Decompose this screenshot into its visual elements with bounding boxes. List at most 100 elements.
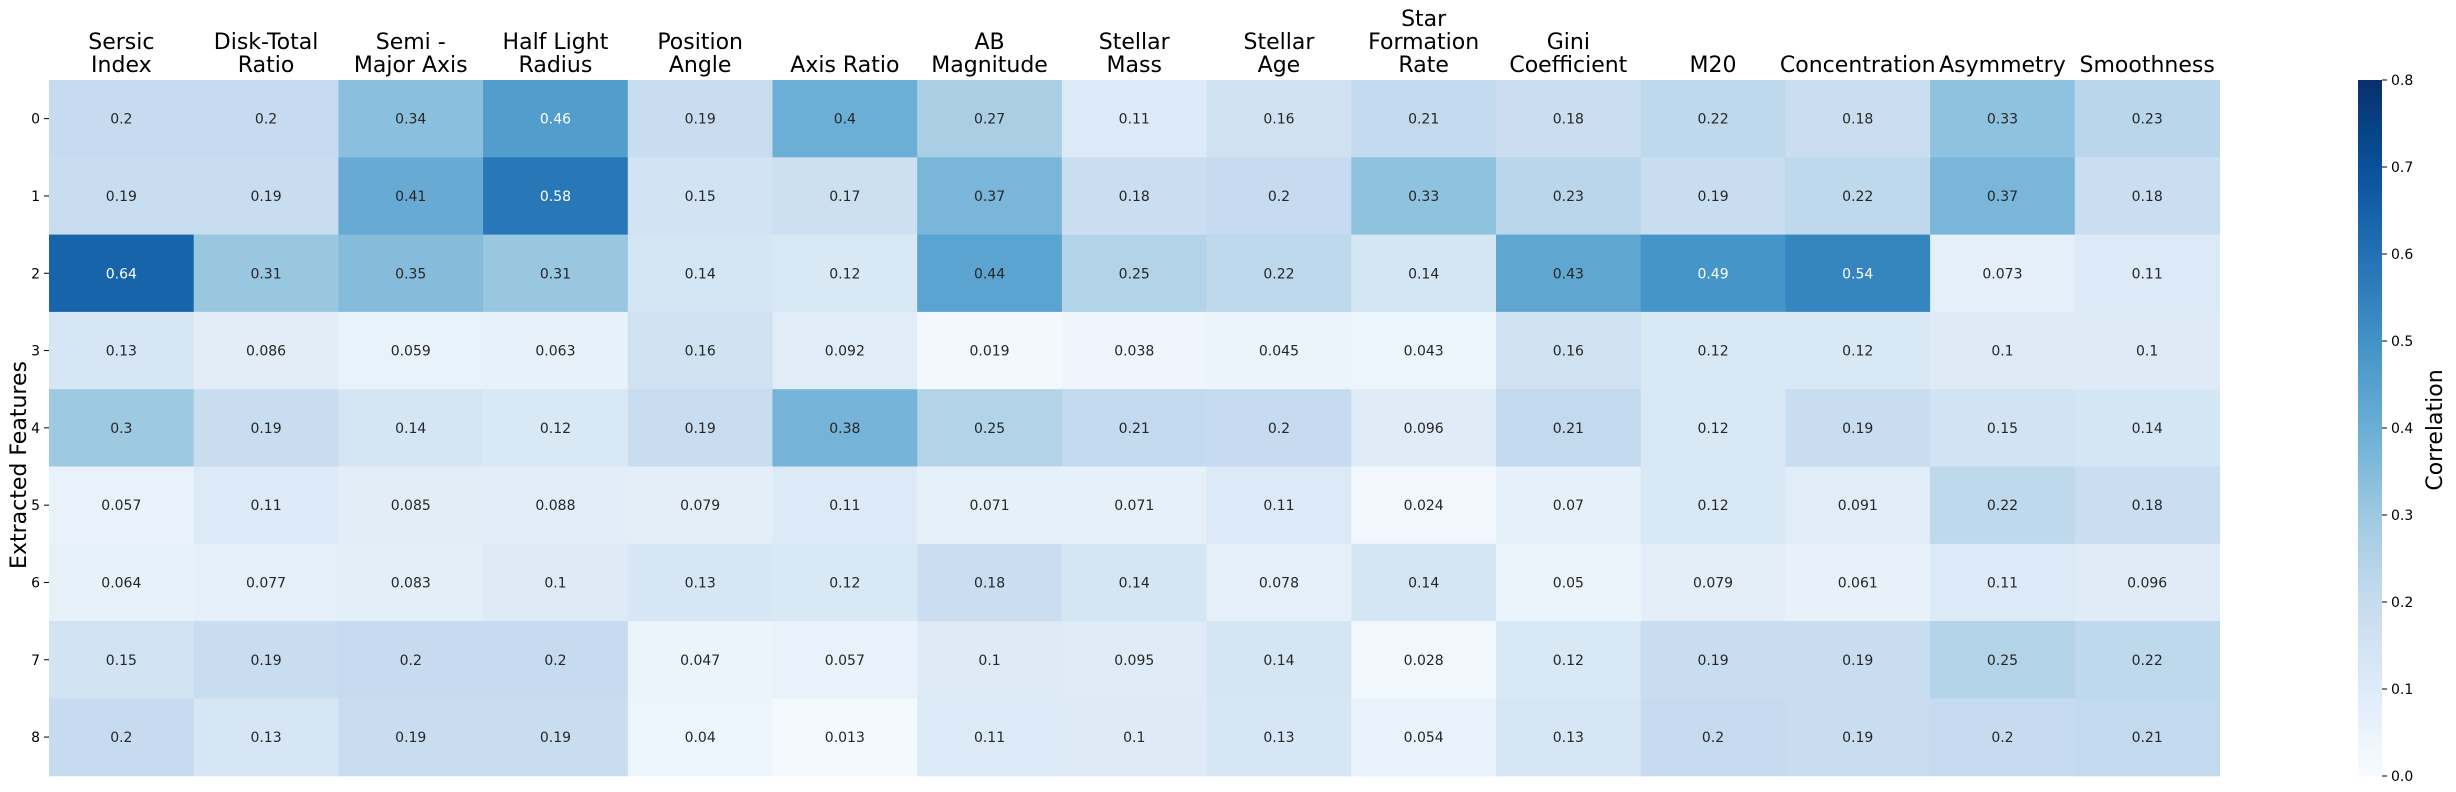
cell-value-label: 0.16 bbox=[1553, 344, 1584, 360]
cell-value-label: 0.091 bbox=[1838, 498, 1878, 514]
cell-value-label: 0.15 bbox=[685, 189, 716, 205]
cell-value-label: 0.23 bbox=[2132, 112, 2163, 128]
heatmap-cell bbox=[1061, 80, 1208, 158]
cell-value-label: 0.46 bbox=[540, 112, 571, 128]
cell-value-label: 0.15 bbox=[1987, 421, 2018, 437]
cell-value-label: 0.043 bbox=[1404, 344, 1444, 360]
cell-value-label: 0.37 bbox=[1987, 189, 2018, 205]
cell-value-label: 0.095 bbox=[1114, 653, 1154, 669]
heatmap-cell bbox=[1496, 543, 1642, 622]
cell-value-label: 0.19 bbox=[106, 189, 137, 205]
heatmap-cell bbox=[772, 311, 918, 390]
column-label: Formation bbox=[1368, 30, 1479, 55]
cell-value-label: 0.19 bbox=[250, 421, 281, 437]
heatmap-cell bbox=[1351, 389, 1497, 468]
cell-value-label: 0.07 bbox=[1553, 498, 1584, 514]
column-label: Major Axis bbox=[354, 53, 468, 78]
cell-value-label: 0.088 bbox=[535, 498, 575, 514]
heatmap-cell bbox=[338, 466, 484, 545]
cell-value-label: 0.19 bbox=[1842, 730, 1873, 746]
colorbar-tick-label: 0.1 bbox=[2391, 682, 2413, 698]
column-label: Magnitude bbox=[931, 53, 1048, 78]
cell-value-label: 0.013 bbox=[825, 730, 865, 746]
cell-value-label: 0.18 bbox=[1842, 112, 1873, 128]
cell-value-label: 0.19 bbox=[395, 730, 426, 746]
cell-value-label: 0.083 bbox=[391, 575, 431, 591]
heatmap-cell bbox=[1640, 543, 1786, 622]
colorbar-ticks: 0.0 0.1 0.2 0.3 0.4 0.5 0.6 0.7 0.8 bbox=[2382, 73, 2413, 785]
heatmap-cell bbox=[1206, 80, 1352, 158]
heatmap-cell bbox=[193, 466, 339, 545]
cell-value-label: 0.063 bbox=[535, 344, 575, 360]
heatmap-cell bbox=[917, 466, 1063, 545]
cell-value-label: 0.14 bbox=[395, 421, 426, 437]
heatmap-cell bbox=[1930, 234, 2076, 313]
heatmap-cell bbox=[1785, 543, 1931, 622]
cell-value-label: 0.2 bbox=[255, 112, 277, 128]
cell-value-label: 0.34 bbox=[395, 112, 426, 128]
column-label: Radius bbox=[519, 53, 593, 78]
column-label: Disk-Total bbox=[214, 30, 319, 55]
cell-value-label: 0.2 bbox=[400, 653, 422, 669]
cell-value-label: 0.27 bbox=[974, 112, 1005, 128]
cell-value-label: 0.047 bbox=[680, 653, 720, 669]
heatmap-cell bbox=[2074, 80, 2221, 158]
heatmap-cell bbox=[917, 543, 1063, 622]
cell-value-label: 0.05 bbox=[1553, 575, 1584, 591]
cell-value-label: 0.12 bbox=[540, 421, 571, 437]
cell-value-label: 0.19 bbox=[685, 112, 716, 128]
column-label: Axis Ratio bbox=[790, 53, 899, 78]
cell-value-label: 0.061 bbox=[1838, 575, 1878, 591]
cell-value-label: 0.25 bbox=[974, 421, 1005, 437]
heatmap-cell bbox=[483, 543, 629, 622]
cell-value-label: 0.31 bbox=[250, 266, 281, 282]
column-label: Half Light bbox=[503, 30, 609, 55]
heatmap-cell bbox=[1206, 389, 1352, 468]
row-labels: 0 1 2 3 4 5 6 7 8 bbox=[31, 112, 49, 746]
heatmap-cell bbox=[1206, 157, 1352, 236]
cell-value-label: 0.019 bbox=[970, 344, 1010, 360]
heatmap-cell bbox=[2074, 234, 2221, 313]
cell-value-label: 0.1 bbox=[2136, 344, 2158, 360]
heatmap-cell bbox=[1351, 234, 1497, 313]
heatmap-cell bbox=[49, 234, 195, 313]
heatmap-cell bbox=[1496, 157, 1642, 236]
heatmap-cell bbox=[772, 621, 918, 699]
cell-value-label: 0.15 bbox=[106, 653, 137, 669]
colorbar-tick-label: 0.4 bbox=[2391, 421, 2413, 437]
cell-value-label: 0.045 bbox=[1259, 344, 1299, 360]
column-label: Ratio bbox=[238, 53, 294, 78]
cell-value-label: 0.1 bbox=[1123, 730, 1145, 746]
heatmap-cell bbox=[917, 621, 1063, 699]
cell-value-label: 0.11 bbox=[1119, 112, 1150, 128]
heatmap-cell bbox=[1061, 466, 1208, 545]
heatmap-cell bbox=[338, 621, 484, 699]
heatmap-cell bbox=[627, 311, 774, 390]
heatmap-cell bbox=[917, 234, 1063, 313]
cell-value-label: 0.44 bbox=[974, 266, 1005, 282]
heatmap-cell bbox=[49, 311, 195, 390]
heatmap-cell bbox=[2074, 621, 2221, 699]
heatmap-cell bbox=[193, 80, 339, 158]
column-label: Star bbox=[1401, 7, 1447, 32]
cell-value-label: 0.12 bbox=[829, 575, 860, 591]
cell-value-label: 0.13 bbox=[1263, 730, 1294, 746]
heatmap-cell bbox=[1930, 311, 2076, 390]
colorbar-tick-label: 0.6 bbox=[2391, 247, 2413, 263]
cell-value-label: 0.11 bbox=[974, 730, 1005, 746]
column-label: AB bbox=[974, 30, 1004, 55]
cell-value-label: 0.22 bbox=[1842, 189, 1873, 205]
heatmap-cell bbox=[1930, 698, 2076, 777]
cell-value-label: 0.18 bbox=[2132, 498, 2163, 514]
heatmap-cell bbox=[1206, 466, 1352, 545]
cell-value-label: 0.13 bbox=[1553, 730, 1584, 746]
row-label: 3 bbox=[31, 344, 40, 360]
cell-value-label: 0.33 bbox=[1987, 112, 2018, 128]
heatmap-cell bbox=[1785, 311, 1931, 390]
cell-value-label: 0.077 bbox=[246, 575, 286, 591]
colorbar-tick-label: 0.3 bbox=[2391, 508, 2413, 524]
heatmap-cell bbox=[1496, 466, 1642, 545]
column-label: Coefficient bbox=[1509, 53, 1627, 78]
colorbar-tick-label: 0.5 bbox=[2391, 334, 2413, 350]
heatmap-cell bbox=[1351, 466, 1497, 545]
